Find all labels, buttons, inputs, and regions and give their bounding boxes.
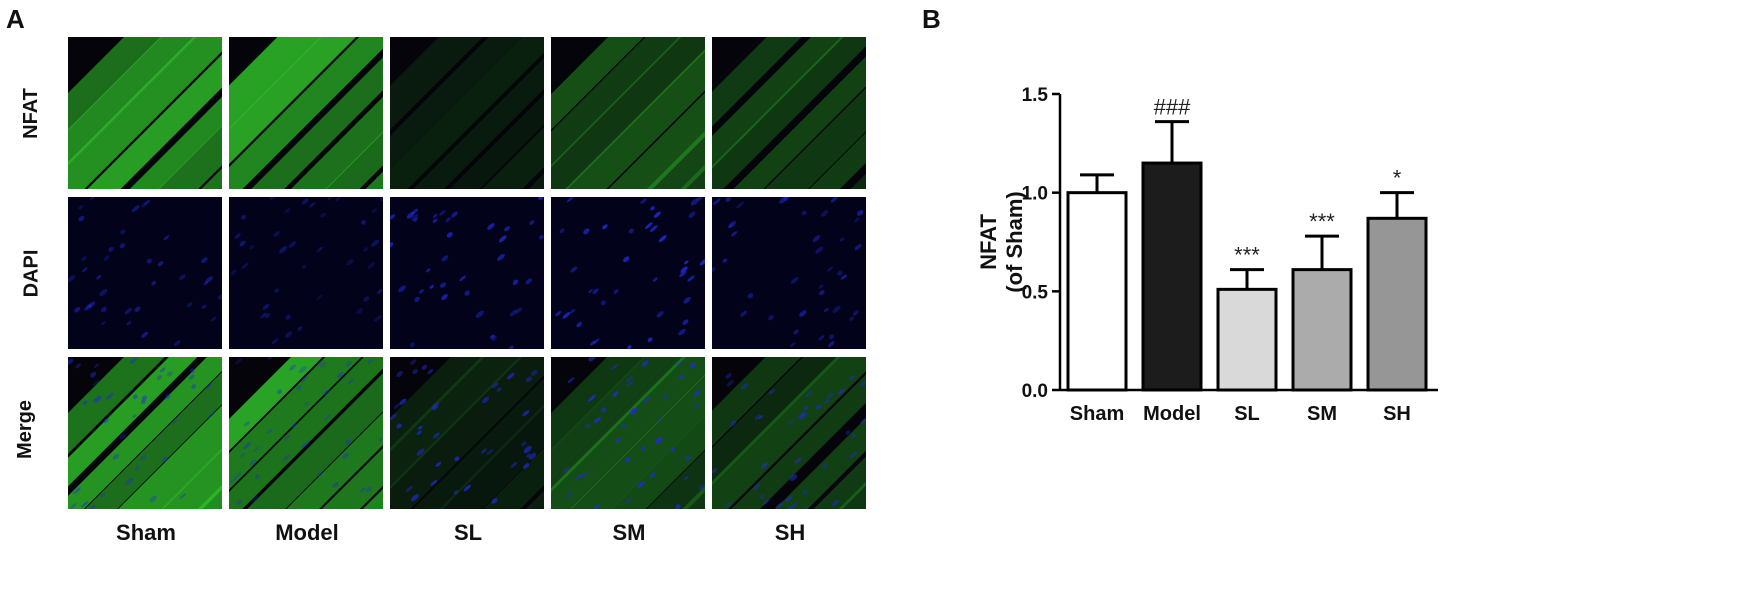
micrograph-dapi-model — [229, 197, 383, 349]
significance-annotation: *** — [1234, 243, 1260, 268]
y-tick-label: 0.0 — [1022, 381, 1048, 402]
panel-b-letter: B — [922, 4, 941, 34]
bar-sh — [1366, 216, 1428, 392]
micrograph-merge-sm — [551, 357, 705, 509]
column-label-model: Model — [275, 520, 339, 545]
significance-annotation: ### — [1154, 95, 1191, 120]
micrograph-merge-sham — [68, 357, 222, 509]
significance-annotation: * — [1393, 166, 1402, 191]
column-label-sham: Sham — [116, 520, 176, 545]
micrograph-dapi-sh — [712, 197, 866, 349]
micrograph-merge-sh — [712, 357, 866, 509]
bar-sham — [1066, 191, 1128, 392]
micrograph-nfat-sm — [551, 37, 705, 189]
row-label-merge: Merge — [13, 400, 36, 459]
micrograph-nfat-sham — [68, 37, 222, 189]
panel-a-letter: A — [6, 4, 25, 34]
micrograph-merge-model — [229, 357, 383, 509]
micrograph-nfat-sh — [712, 37, 866, 189]
x-tick-label: Model — [1143, 403, 1201, 425]
micrograph-dapi-sl — [390, 197, 544, 349]
x-tick-label: SH — [1383, 403, 1411, 425]
micrograph-nfat-sl — [390, 37, 544, 189]
micrograph-nfat-model — [229, 37, 383, 189]
micrograph-merge-sl — [390, 357, 544, 509]
row-label-dapi: DAPI — [20, 249, 43, 298]
x-tick-label: SL — [1234, 403, 1260, 425]
y-tick-label: 1.5 — [1022, 85, 1049, 106]
column-label-sh: SH — [774, 520, 806, 545]
micrograph-dapi-sham — [68, 197, 222, 349]
bar-model — [1141, 161, 1203, 392]
y-tick-label: 0.5 — [1022, 282, 1049, 303]
x-tick-label: SM — [1307, 403, 1337, 425]
y-axis-label: NFAT — [976, 214, 1001, 270]
bar-sl — [1216, 287, 1278, 392]
y-tick-label: 1.0 — [1022, 184, 1048, 205]
y-axis-label: (of Sham) — [1002, 191, 1027, 292]
row-label-nfat: NFAT — [19, 88, 42, 139]
x-tick-label: Sham — [1070, 403, 1124, 425]
column-label-sl: SL — [453, 520, 483, 545]
bar-sm — [1291, 268, 1353, 392]
significance-annotation: *** — [1309, 209, 1335, 234]
column-label-sm: SM — [612, 520, 646, 545]
micrograph-dapi-sm — [551, 197, 705, 349]
